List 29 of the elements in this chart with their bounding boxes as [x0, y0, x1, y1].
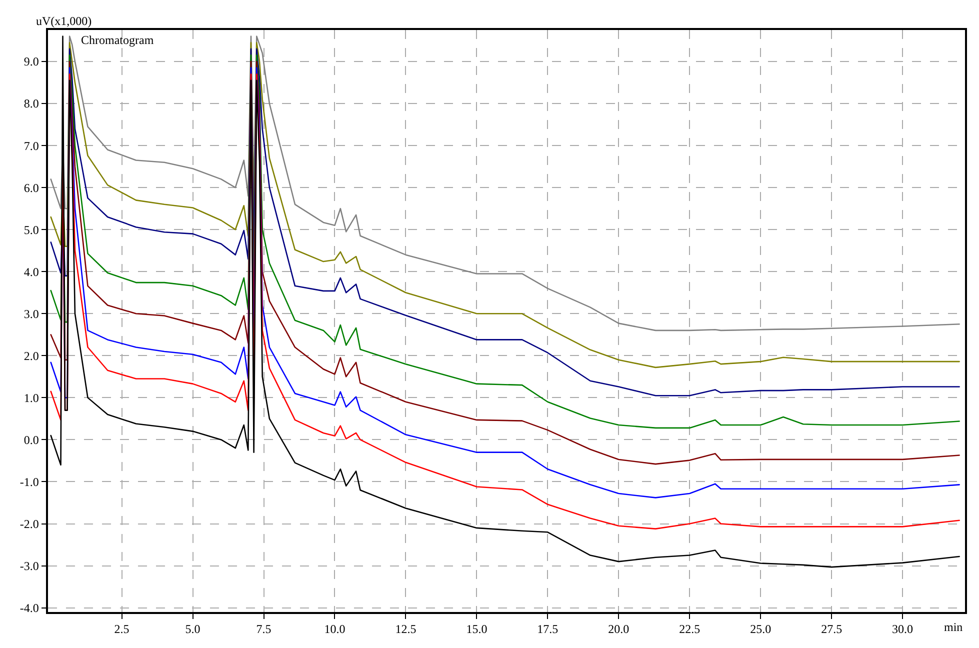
- y-tick-label: 0.0: [24, 432, 39, 447]
- y-tick-label: -3.0: [20, 558, 39, 573]
- x-tick-label: 10.0: [324, 622, 346, 636]
- chart-title: Chromatogram: [81, 33, 154, 47]
- x-tick-label: 7.5: [256, 622, 272, 636]
- y-tick-label: -4.0: [20, 601, 39, 615]
- y-tick-label: 6.0: [24, 180, 39, 195]
- x-tick-label: 2.5: [114, 622, 130, 636]
- x-tick-label: 30.0: [892, 622, 914, 636]
- y-tick-label: 7.0: [24, 138, 39, 153]
- x-tick-label: 12.5: [395, 622, 416, 636]
- y-tick-label: 9.0: [24, 54, 39, 69]
- x-tick-label: 25.0: [750, 622, 772, 636]
- x-tick-label: 27.5: [821, 622, 842, 636]
- x-tick-label: 22.5: [679, 622, 700, 636]
- y-tick-label: 3.0: [24, 306, 39, 321]
- y-tick-label: 5.0: [24, 222, 39, 237]
- y-axis-title: uV(x1,000): [36, 14, 92, 28]
- y-tick-label: -2.0: [20, 516, 39, 531]
- y-tick-label: 8.0: [24, 96, 39, 111]
- y-tick-label: 1.0: [24, 390, 39, 405]
- y-tick-label: 4.0: [24, 264, 39, 279]
- y-tick-label: -1.0: [20, 474, 39, 489]
- y-tick-label: 2.0: [24, 348, 39, 363]
- x-tick-label: 17.5: [537, 622, 558, 636]
- x-tick-label: 20.0: [608, 622, 630, 636]
- x-tick-label: 5.0: [185, 622, 200, 636]
- x-tick-label: 15.0: [466, 622, 488, 636]
- x-axis-title: min: [944, 620, 963, 634]
